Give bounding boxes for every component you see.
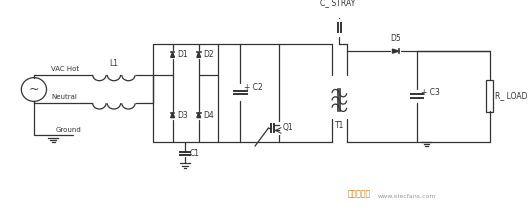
Text: R_ LOAD: R_ LOAD (495, 91, 528, 100)
Text: Ground: Ground (55, 127, 81, 133)
Polygon shape (197, 112, 201, 118)
Text: T1: T1 (335, 122, 344, 130)
Text: D4: D4 (204, 111, 214, 120)
Text: C_ STRAY: C_ STRAY (320, 0, 355, 7)
Text: ~: ~ (29, 83, 39, 96)
Text: D1: D1 (177, 50, 188, 59)
Text: L1: L1 (110, 59, 119, 68)
Text: C1: C1 (190, 149, 200, 158)
Text: D5: D5 (390, 34, 401, 43)
Text: D3: D3 (177, 111, 188, 120)
Text: VAC Hot: VAC Hot (52, 66, 79, 72)
Polygon shape (171, 52, 174, 57)
Text: + C2: + C2 (244, 83, 263, 92)
Text: Q1: Q1 (283, 123, 294, 132)
Text: 电子发烧友: 电子发烧友 (347, 189, 370, 198)
Polygon shape (197, 52, 201, 57)
Text: www.elecfans.com: www.elecfans.com (378, 194, 436, 199)
Text: + C3: + C3 (421, 88, 439, 97)
Polygon shape (393, 49, 398, 53)
Text: Neutral: Neutral (52, 95, 77, 100)
Polygon shape (171, 112, 174, 118)
Text: D2: D2 (204, 50, 214, 59)
Bar (486, 80, 493, 112)
